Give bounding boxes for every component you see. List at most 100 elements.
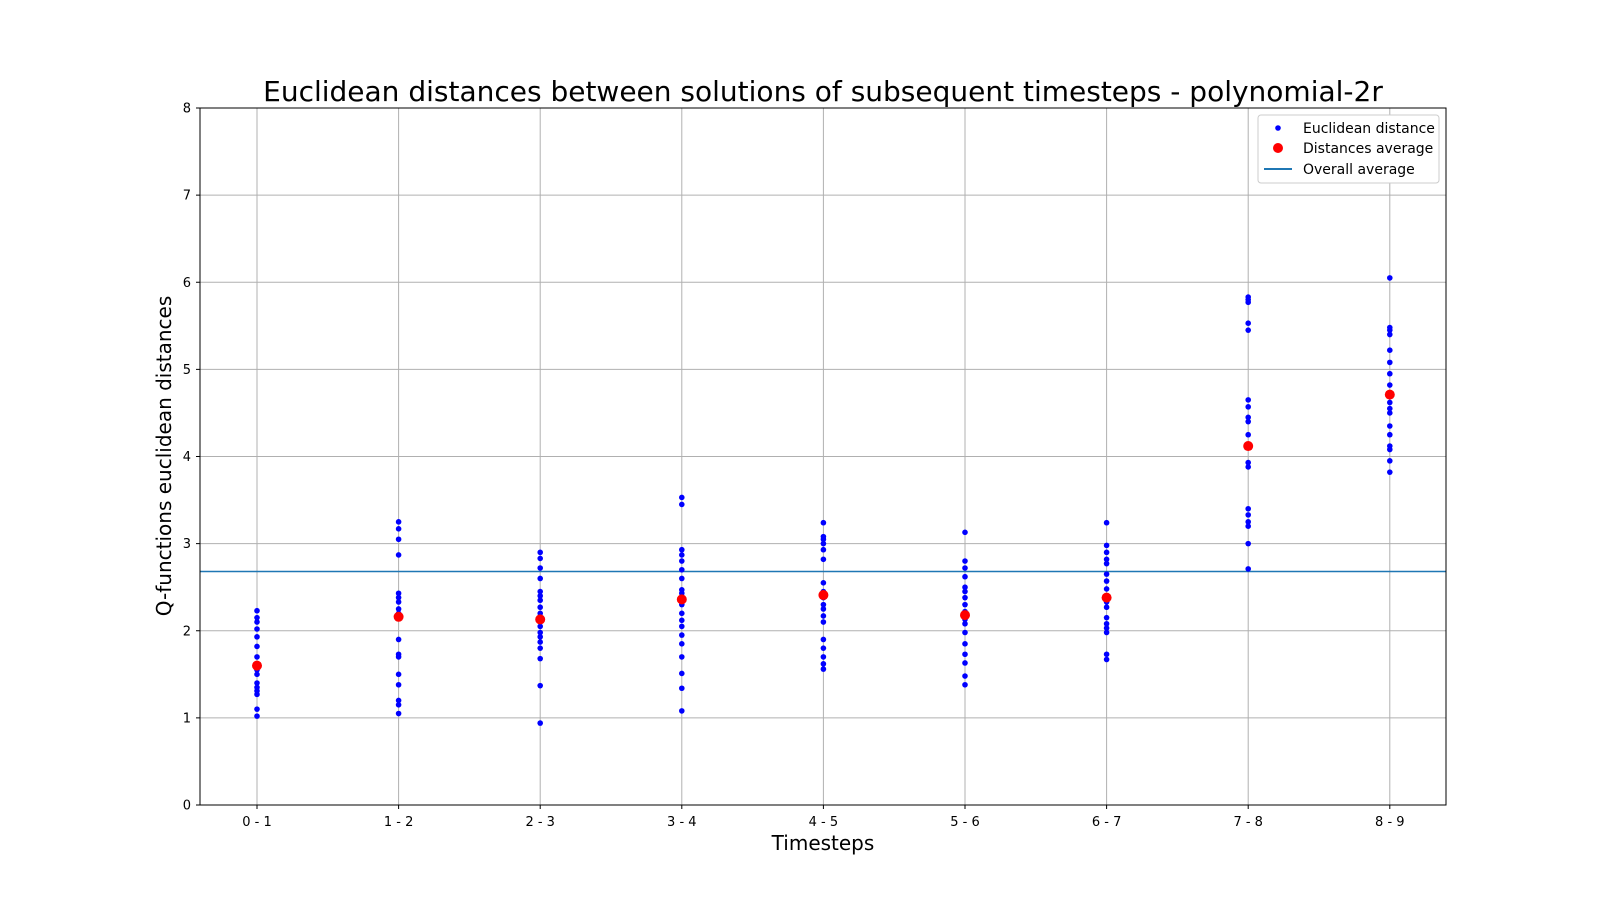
euclidean-distance-point (254, 680, 260, 686)
euclidean-distance-point (1387, 382, 1393, 388)
euclidean-distance-point (254, 643, 260, 650)
euclidean-distance-point (1245, 459, 1251, 466)
euclidean-distance-point (1103, 625, 1110, 631)
euclidean-distance-point (537, 565, 543, 571)
euclidean-distance-point (537, 623, 543, 630)
x-tick-label: 1 - 2 (384, 815, 414, 830)
euclidean-distance-point (1245, 523, 1251, 529)
euclidean-distance-point (1387, 347, 1393, 354)
distances-average-point (252, 660, 262, 671)
x-tick-label: 3 - 4 (667, 815, 697, 830)
euclidean-distance-point (1387, 431, 1393, 438)
euclidean-distance-point (395, 519, 402, 525)
legend: Euclidean distance Distances average Ove… (1257, 114, 1440, 184)
euclidean-distance-point (962, 558, 968, 564)
euclidean-distance-point (962, 565, 968, 571)
euclidean-distance-point (395, 594, 402, 601)
euclidean-distance-point (679, 546, 685, 553)
euclidean-distance-point (679, 685, 685, 692)
distances-average-point (535, 614, 546, 625)
euclidean-distance-point (962, 681, 968, 688)
euclidean-distance-point (254, 626, 260, 632)
euclidean-distance-point (537, 593, 543, 599)
euclidean-distance-point (820, 666, 827, 672)
euclidean-distance-point (395, 702, 402, 708)
euclidean-distance-point (537, 549, 543, 556)
euclidean-distance-point (537, 634, 543, 640)
euclidean-distance-point (1387, 423, 1393, 429)
euclidean-distance-point (395, 526, 402, 532)
euclidean-distance-point (820, 601, 827, 608)
euclidean-distance-point (1245, 519, 1251, 525)
euclidean-distance-point (395, 710, 402, 717)
euclidean-distance-point (1387, 370, 1393, 377)
euclidean-distance-point (395, 651, 402, 658)
y-tick-label: 1 (183, 711, 191, 726)
euclidean-distance-point (537, 555, 543, 562)
euclidean-distance-point (395, 636, 402, 643)
legend-label-euclidean-distance: Euclidean distance (1303, 121, 1435, 137)
euclidean-distance-point (679, 610, 685, 617)
euclidean-distance-point (1245, 540, 1251, 547)
grid-lines (200, 107, 1446, 806)
legend-label-distances-average: Distances average (1303, 141, 1433, 157)
euclidean-distance-point (962, 673, 968, 679)
x-tick-label: 5 - 6 (950, 815, 980, 830)
distances-average-points (252, 389, 1395, 671)
euclidean-distance-point (1103, 651, 1110, 658)
euclidean-distance-point (962, 620, 968, 627)
x-tick-label: 7 - 8 (1233, 815, 1263, 830)
x-tick-label: 4 - 5 (809, 815, 839, 830)
euclidean-distance-point (1103, 549, 1110, 556)
euclidean-distance-point (1387, 399, 1393, 406)
euclidean-distance-point (537, 575, 543, 582)
euclidean-distance-point (1103, 629, 1110, 636)
euclidean-distance-point (1387, 275, 1393, 281)
euclidean-distance-point (254, 634, 260, 640)
euclidean-distance-point (537, 655, 543, 662)
euclidean-distance-point (1245, 414, 1251, 421)
euclidean-distance-point (679, 632, 685, 638)
distances-average-point (393, 611, 404, 622)
euclidean-distance-point (679, 623, 685, 630)
euclidean-distance-point (962, 588, 968, 595)
euclidean-distance-point (962, 641, 968, 647)
euclidean-distance-point (820, 533, 827, 540)
euclidean-distance-point (1103, 614, 1110, 621)
euclidean-distance-point (1245, 512, 1251, 518)
euclidean-distance-point (1103, 604, 1110, 611)
x-tick-label: 0 - 1 (242, 815, 272, 830)
euclidean-distance-point (1245, 418, 1251, 425)
euclidean-distance-point (679, 558, 685, 564)
euclidean-distance-point (820, 606, 827, 612)
euclidean-distance-point (679, 552, 685, 558)
euclidean-distance-point (1103, 620, 1110, 627)
euclidean-distance-point (1245, 404, 1251, 410)
euclidean-distance-point (1387, 469, 1393, 475)
euclidean-distance-point (1387, 331, 1393, 338)
euclidean-distance-point (1245, 397, 1251, 403)
y-tick-label: 8 (183, 102, 191, 117)
euclidean-distance-point (679, 617, 685, 624)
euclidean-distance-point (679, 575, 685, 582)
euclidean-distance-point (1103, 560, 1110, 567)
euclidean-distance-point (679, 670, 685, 677)
euclidean-distance-point (537, 604, 543, 611)
y-tick-label: 4 (183, 450, 191, 465)
y-axis-title: Q-functions euclidean distances (152, 296, 176, 617)
euclidean-distance-point (254, 607, 260, 614)
euclidean-distance-point (1103, 656, 1110, 663)
euclidean-distance-point (679, 654, 685, 660)
euclidean-distance-point (962, 584, 968, 590)
euclidean-distance-point (820, 645, 827, 651)
x-tick-label: 6 - 7 (1092, 815, 1122, 830)
euclidean-distance-point (254, 671, 260, 678)
euclidean-distance-point (1387, 359, 1393, 366)
euclidean-distance-point (962, 601, 968, 608)
euclidean-distance-point (254, 654, 260, 660)
euclidean-distance-point (679, 501, 685, 508)
euclidean-distance-point (537, 597, 543, 604)
y-tick-label: 7 (183, 189, 191, 204)
euclidean-distance-point (1103, 586, 1110, 592)
